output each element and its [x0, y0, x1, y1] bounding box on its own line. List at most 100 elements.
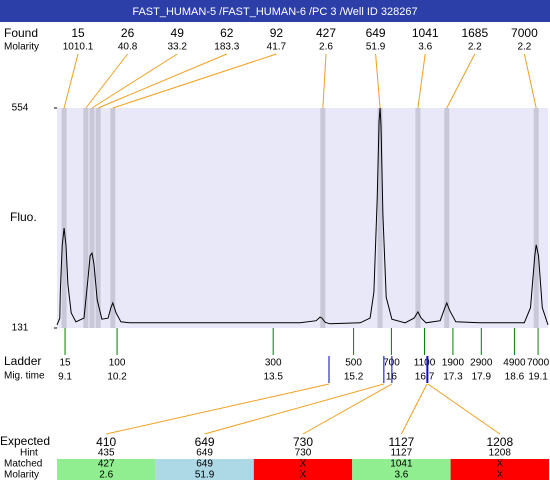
ladder-time: 17.3 [443, 372, 463, 383]
found-size: 1685 [461, 26, 488, 40]
peak-leader [375, 53, 381, 109]
peak-band [83, 108, 89, 328]
ladder-time: 10.2 [107, 372, 127, 383]
matched-size: X [300, 459, 307, 470]
found-molarity: 40.8 [118, 42, 138, 53]
found-size: 649 [366, 26, 386, 40]
peak-band [533, 108, 539, 328]
matched-molarity: X [300, 470, 307, 480]
peak-band [61, 108, 67, 328]
expected-size: 410 [96, 435, 116, 449]
match-cell [155, 459, 254, 480]
found-molarity: 2.2 [468, 42, 482, 53]
matched-label: Matched [4, 459, 42, 470]
found-size: 427 [316, 26, 336, 40]
peak-leader [91, 53, 178, 109]
ladder-label: Ladder [4, 354, 41, 368]
matched-size: 649 [196, 459, 213, 470]
peak-band [377, 108, 383, 328]
match-cell [352, 459, 451, 480]
ladder-time: 9.1 [58, 372, 72, 383]
ladder-time: 17.9 [472, 372, 492, 383]
found-size: 62 [220, 26, 234, 40]
found-size: 49 [171, 26, 185, 40]
found-size: 1041 [412, 26, 439, 40]
found-molarity: 33.2 [167, 42, 187, 53]
peak-leader [322, 53, 327, 109]
expected-size: 730 [293, 435, 313, 449]
found-molarity: 41.7 [267, 42, 287, 53]
expected-leader [204, 383, 384, 435]
peak-band [415, 108, 421, 328]
ladder-size: 100 [109, 358, 126, 369]
ladder-size: 500 [345, 358, 362, 369]
y-tick-label: 131 [12, 323, 29, 334]
mig-time-label: Mig. time [4, 371, 45, 382]
peak-band [95, 108, 101, 328]
expected-leader [302, 383, 393, 435]
ladder-size: 2900 [470, 358, 493, 369]
matched-molarity: 51.9 [195, 470, 215, 480]
match-cell [253, 459, 353, 480]
ladder-time: 13.5 [263, 372, 283, 383]
title: FAST_HUMAN-5 /FAST_HUMAN-6 /PC 3 /Well I… [132, 6, 417, 18]
peak-band [110, 108, 116, 328]
expected-size: 649 [195, 435, 215, 449]
found-molarity: 51.9 [366, 42, 386, 53]
peak-leader [112, 53, 277, 109]
found-molarity: 183.3 [214, 42, 239, 53]
molarity-label: Molarity [4, 470, 39, 480]
peak-leader [63, 53, 79, 109]
expected-label: Expected [0, 434, 50, 448]
matched-molarity: 2.6 [99, 470, 113, 480]
found-size: 92 [270, 26, 284, 40]
peak-leader [85, 53, 128, 109]
expected-size: 1127 [388, 435, 414, 449]
match-cell [450, 459, 549, 480]
found-size: 26 [121, 26, 135, 40]
peak-leader [417, 53, 426, 109]
found-molarity: 2.2 [517, 42, 531, 53]
y-axis-label: Fluo. [10, 210, 37, 224]
peak-band [444, 108, 450, 328]
ladder-time: 16.7 [415, 372, 435, 383]
peak-leader [97, 53, 227, 109]
matched-size: X [496, 459, 503, 470]
found-molarity: 3.6 [418, 42, 432, 53]
ladder-time: 18.6 [505, 372, 525, 383]
expected-leader [106, 383, 330, 435]
hint-size: 435 [98, 448, 115, 459]
molarity-label: Molarity [4, 42, 39, 53]
expected-leader [400, 383, 428, 435]
expected-leader [427, 383, 501, 435]
plot-area [57, 108, 548, 328]
found-size: 15 [71, 26, 85, 40]
found-molarity: 1010.1 [63, 42, 94, 53]
matched-size: 1041 [390, 459, 413, 470]
peak-band [89, 108, 95, 328]
ladder-size: 7000 [527, 358, 550, 369]
matched-molarity: 3.6 [394, 470, 408, 480]
title-bar [0, 0, 550, 22]
hint-size: 649 [196, 448, 213, 459]
hint-label: Hint [20, 448, 38, 459]
peak-leader [446, 53, 476, 109]
hint-size: 1127 [391, 448, 413, 459]
expected-size: 1208 [486, 435, 513, 449]
found-label: Found [4, 26, 38, 40]
ladder-time: 15.2 [344, 372, 364, 383]
matched-size: 427 [98, 459, 115, 470]
ladder-size: 4900 [503, 358, 526, 369]
ladder-size: 1900 [442, 358, 465, 369]
ladder-time: 19.1 [528, 372, 548, 383]
ladder-size: 1100 [414, 358, 436, 369]
peak-band [320, 108, 326, 328]
hint-size: 1208 [489, 448, 512, 459]
found-size: 7000 [511, 26, 538, 40]
ladder-size: 15 [59, 358, 71, 369]
found-molarity: 2.6 [319, 42, 333, 53]
y-tick-label: 554 [12, 103, 29, 114]
peak-leader [523, 53, 537, 109]
